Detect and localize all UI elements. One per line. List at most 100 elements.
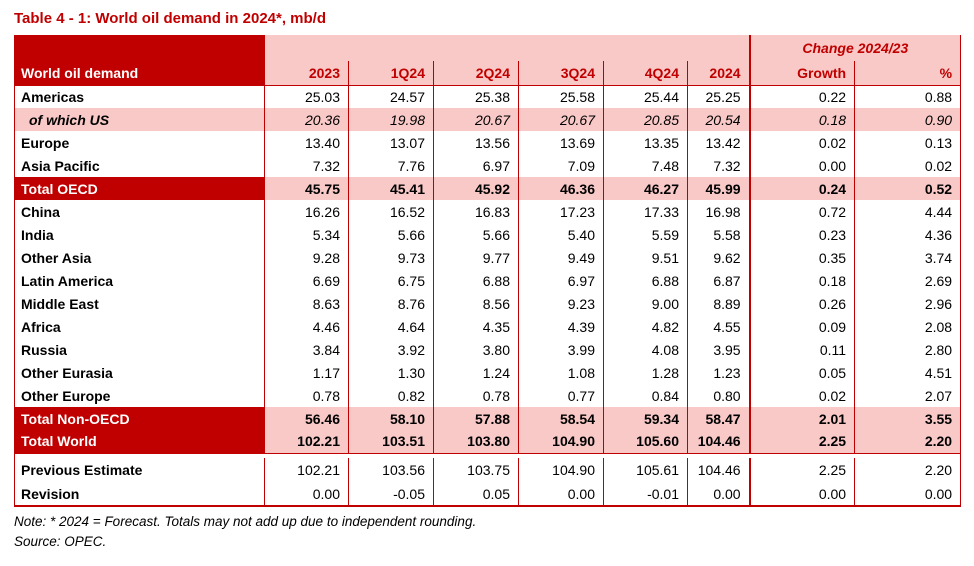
- cell-value: 2.96: [854, 292, 962, 315]
- row-label: Total Non-OECD: [14, 407, 265, 430]
- cell-value: 25.25: [687, 85, 751, 108]
- cell-value: 103.56: [348, 458, 434, 482]
- cell-value: 5.59: [603, 223, 688, 246]
- cell-value: 13.40: [264, 131, 349, 154]
- cell-value: 2.25: [748, 430, 856, 453]
- row-label: Middle East: [14, 292, 265, 315]
- cell-value: 3.84: [264, 338, 349, 361]
- cell-value: 9.28: [264, 246, 349, 269]
- cell-value: 7.48: [603, 154, 688, 177]
- source-note: Source: OPEC.: [14, 534, 107, 549]
- cell-value: 4.44: [854, 200, 962, 223]
- cell-value: 3.95: [687, 338, 751, 361]
- change-2024-23-header: Change 2024/23: [748, 35, 962, 61]
- cell-value: 0.82: [348, 384, 434, 407]
- cell-value: -0.05: [348, 482, 434, 506]
- cell-value: 5.66: [433, 223, 519, 246]
- cell-value: 1.23: [687, 361, 751, 384]
- world-oil-demand-table: World oil demand Change 2024/23 2023 1Q24…: [14, 35, 962, 507]
- table-row: Total Non-OECD 56.46 58.10 57.88 58.54 59.34 5…: [14, 407, 962, 430]
- header-row-columns: 2023 1Q24 2Q24 3Q24 4Q24 2024 Growth%: [15, 61, 962, 86]
- cell-value: 0.26: [748, 292, 856, 315]
- cell-value: 6.97: [518, 269, 604, 292]
- cell-value: 13.56: [433, 131, 519, 154]
- cell-value: 45.41: [348, 177, 434, 200]
- table-row: Other Eurasia 1.17 1.30 1.24 1.08 1.28 1.23 0.0…: [14, 361, 962, 384]
- cell-value: 13.69: [518, 131, 604, 154]
- table-row: Asia Pacific 7.32 7.76 6.97 7.09 7.48 7.32 0.00…: [14, 154, 962, 177]
- cell-value: 9.51: [603, 246, 688, 269]
- cell-value: 45.75: [264, 177, 349, 200]
- table-row: Previous Estimate 102.21 103.56 103.75 104.9…: [14, 458, 962, 482]
- cell-value: 9.77: [433, 246, 519, 269]
- cell-value: 0.05: [433, 482, 519, 506]
- cell-value: 2.20: [854, 430, 962, 453]
- cell-value: 16.26: [264, 200, 349, 223]
- cell-value: 102.21: [264, 430, 349, 453]
- row-label: Total World: [14, 430, 265, 453]
- row-label: Asia Pacific: [14, 154, 265, 177]
- cell-value: 4.55: [687, 315, 751, 338]
- cell-value: 105.60: [603, 430, 688, 453]
- table-row: Total OECD 45.75 45.41 45.92 46.36 46.27 45.99…: [14, 177, 962, 200]
- cell-value: 58.54: [518, 407, 604, 430]
- cell-value: 3.55: [854, 407, 962, 430]
- cell-value: 103.51: [348, 430, 434, 453]
- cell-value: 0.05: [748, 361, 856, 384]
- cell-value: 45.92: [433, 177, 519, 200]
- cell-value: -0.01: [603, 482, 688, 506]
- section-divider: [14, 452, 961, 458]
- cell-value: 46.36: [518, 177, 604, 200]
- cell-value: 8.56: [433, 292, 519, 315]
- row-label: Other Europe: [14, 384, 265, 407]
- cell-value: 103.80: [433, 430, 519, 453]
- row-label: India: [14, 223, 265, 246]
- row-label: Total OECD: [14, 177, 265, 200]
- cell-value: 3.99: [518, 338, 604, 361]
- cell-value: 104.90: [518, 458, 604, 482]
- cell-value: 25.38: [433, 85, 519, 108]
- cell-value: 0.72: [748, 200, 856, 223]
- cell-value: 6.75: [348, 269, 434, 292]
- table-row: Latin America 6.69 6.75 6.88 6.97 6.88 6.87 0.1…: [14, 269, 962, 292]
- cell-value: 20.67: [433, 108, 519, 131]
- column-header-3q24: 3Q24: [518, 61, 604, 86]
- row-label: Revision: [14, 482, 265, 506]
- cell-value: 0.88: [854, 85, 962, 108]
- cell-value: 8.76: [348, 292, 434, 315]
- cell-value: 13.42: [687, 131, 751, 154]
- cell-value: 103.75: [433, 458, 519, 482]
- cell-value: 1.17: [264, 361, 349, 384]
- cell-value: 0.90: [854, 108, 962, 131]
- table-row: India 5.34 5.66 5.66 5.40 5.59 5.58 0.23 4.36: [14, 223, 962, 246]
- table-row: Russia 3.84 3.92 3.80 3.99 4.08 3.95 0.11 2.80: [14, 338, 962, 361]
- cell-value: 6.88: [603, 269, 688, 292]
- cell-value: 104.46: [687, 458, 751, 482]
- cell-value: 0.52: [854, 177, 962, 200]
- cell-value: 9.49: [518, 246, 604, 269]
- cell-value: 16.52: [348, 200, 434, 223]
- row-label: Africa: [14, 315, 265, 338]
- cell-value: 0.18: [748, 269, 856, 292]
- cell-value: 0.18: [748, 108, 856, 131]
- cell-value: 16.83: [433, 200, 519, 223]
- cell-value: 17.33: [603, 200, 688, 223]
- cell-value: 17.23: [518, 200, 604, 223]
- cell-value: 7.76: [348, 154, 434, 177]
- cell-value: 0.02: [748, 384, 856, 407]
- cell-value: 0.84: [603, 384, 688, 407]
- cell-value: 0.00: [748, 482, 856, 506]
- cell-value: 105.61: [603, 458, 688, 482]
- cell-value: 46.27: [603, 177, 688, 200]
- cell-value: 4.64: [348, 315, 434, 338]
- page: Table 4 - 1: World oil demand in 2024*, …: [14, 10, 962, 549]
- row-label: Americas: [14, 85, 265, 108]
- cell-value: 2.25: [748, 458, 856, 482]
- cell-value: 0.13: [854, 131, 962, 154]
- cell-value: 0.22: [748, 85, 856, 108]
- column-header-2q24: 2Q24: [433, 61, 519, 86]
- cell-value: 45.99: [687, 177, 751, 200]
- cell-value: 3.80: [433, 338, 519, 361]
- cell-value: 25.44: [603, 85, 688, 108]
- cell-value: 0.09: [748, 315, 856, 338]
